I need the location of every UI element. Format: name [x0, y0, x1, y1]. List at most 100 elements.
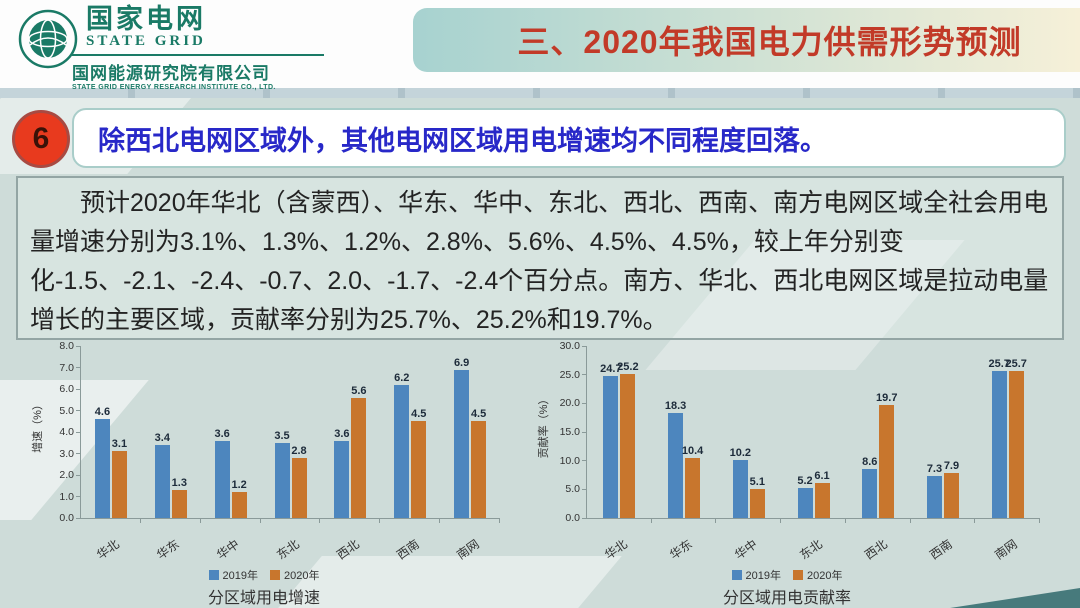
- bar-value-label: 5.1: [749, 475, 765, 488]
- divider-band: [0, 88, 1080, 98]
- y-tick: 25.0: [560, 369, 586, 381]
- bar-value-label: 10.4: [681, 445, 704, 458]
- x-axis-label: 华北: [94, 537, 122, 563]
- y-tick: 0.0: [59, 512, 80, 524]
- y-tick: 30.0: [560, 340, 586, 352]
- bar-group: 24.7 25.2: [587, 346, 652, 523]
- y-axis: 0.0 5.0 10.0 15.0 20.0 25.0 30.0: [550, 340, 586, 524]
- plot-area: 4.6 3.1 3.4 1.3 3.6 1.2 3.5 2.8 3.6 5.6 6.2 4.5 6.9 4…: [80, 346, 500, 523]
- brand-name-en: STATE GRID: [86, 33, 206, 50]
- bar-value-label: 1.2: [231, 479, 247, 492]
- chart-regional-growth: 增速（%） 0.0 1.0 2.0 3.0 4.0 5.0 6.0 7.0 8.0 4.6 3.1…: [28, 340, 500, 608]
- bar-value-label: 18.3: [664, 400, 687, 413]
- chart-area: 增速（%） 0.0 1.0 2.0 3.0 4.0 5.0 6.0 7.0 8.0 4.6 3.1…: [28, 340, 500, 535]
- bar-value-label: 3.1: [111, 438, 128, 451]
- bar-value-label: 6.2: [394, 371, 410, 384]
- stategrid-emblem-icon: [18, 9, 78, 69]
- legend-item: 2019年: [731, 567, 781, 583]
- x-axis-label: 华中: [732, 537, 760, 563]
- bar: [814, 483, 830, 518]
- bar-value-label: 3.6: [214, 427, 230, 440]
- slide-title: 三、2020年我国电力供需形势预测: [517, 24, 1022, 60]
- section-heading: 除西北电网区域外，其他电网区域用电增速均不同程度回落。: [98, 125, 827, 156]
- bar-group: 3.4 1.3: [141, 346, 201, 523]
- x-axis-label: 东北: [797, 537, 825, 563]
- x-axis-label: 东北: [274, 537, 302, 563]
- x-axis-label: 华北: [602, 537, 631, 563]
- bar-value-label: 4.5: [470, 408, 487, 421]
- x-axis-label: 南网: [991, 537, 1020, 563]
- bar: [351, 397, 367, 518]
- bar: [1008, 370, 1024, 518]
- y-tick: 8.0: [59, 340, 80, 352]
- bar: [620, 373, 636, 518]
- y-axis-title: 贡献率（%）: [538, 393, 550, 459]
- bar: [171, 490, 187, 518]
- chart-legend: 2019年 2020年: [534, 567, 1040, 583]
- y-tick: 10.0: [560, 455, 586, 467]
- bar-value-label: 5.2: [797, 475, 813, 488]
- bar-value-label: 6.9: [453, 356, 470, 369]
- bar-value-label: 3.5: [274, 429, 290, 442]
- y-tick: 0.0: [565, 512, 586, 524]
- bar: [454, 369, 470, 518]
- bar: [411, 421, 427, 518]
- bar-group: 3.5 2.8: [261, 346, 321, 523]
- y-tick: 3.0: [59, 448, 80, 460]
- bar: [394, 384, 410, 518]
- bar-value-label: 3.6: [334, 427, 350, 440]
- institute-name-en: STATE GRID ENERGY RESEARCH INSTITUTE CO.…: [72, 84, 276, 92]
- bar: [797, 488, 813, 518]
- chart-caption: 分区域用电贡献率: [722, 590, 851, 607]
- section-heading-box: 除西北电网区域外，其他电网区域用电增速均不同程度回落。: [72, 108, 1066, 168]
- bar-group: 5.2 6.1: [781, 346, 846, 523]
- bar-group: 4.6 3.1: [81, 346, 141, 523]
- bar-value-label: 24.7: [600, 363, 622, 376]
- bar-value-label: 25.7: [1005, 357, 1027, 370]
- x-axis-label: 西南: [394, 537, 422, 563]
- bar-group: 6.9 4.5: [440, 346, 500, 523]
- legend-item: 2020年: [270, 567, 319, 583]
- bar-value-label: 25.7: [988, 357, 1010, 370]
- section-number-badge: 6: [12, 110, 70, 168]
- y-tick: 15.0: [560, 426, 586, 438]
- institute-name-cn: 国网能源研究院有限公司: [72, 64, 270, 84]
- bar: [471, 421, 487, 518]
- charts-row: 增速（%） 0.0 1.0 2.0 3.0 4.0 5.0 6.0 7.0 8.0 4.6 3.1…: [28, 340, 1070, 608]
- bar: [334, 440, 350, 518]
- stategrid-logo: 国家电网 STATE GRID 国网能源研究院有限公司 STATE GRID E…: [18, 5, 324, 91]
- bar-value-label: 19.7: [876, 392, 898, 405]
- bar-value-label: 5.6: [351, 384, 367, 397]
- bar: [214, 440, 230, 518]
- chart-regional-contribution: 贡献率（%） 0.0 5.0 10.0 15.0 20.0 25.0 30.0 24.7 25…: [534, 340, 1040, 608]
- brand-name-cn: 国家电网: [86, 4, 206, 34]
- bar: [668, 413, 684, 518]
- logo-divider: [72, 54, 324, 57]
- y-tick: 2.0: [59, 469, 80, 481]
- bar-value-label: 7.3: [926, 463, 943, 476]
- bar-group: 25.7 25.7: [975, 346, 1040, 523]
- bar: [943, 472, 959, 518]
- chart-legend: 2019年 2020年: [28, 567, 500, 583]
- bar: [732, 459, 748, 518]
- x-axis-label: 华中: [214, 537, 242, 563]
- bar-value-label: 4.5: [411, 408, 427, 421]
- bar: [603, 376, 619, 518]
- y-tick: 5.0: [565, 483, 586, 495]
- bar: [94, 419, 110, 518]
- x-axis-label: 南网: [454, 537, 482, 563]
- x-axis-label: 西北: [862, 537, 890, 563]
- bar-value-label: 6.1: [814, 470, 830, 483]
- bar: [862, 468, 878, 518]
- y-axis-title: 增速（%）: [32, 399, 44, 453]
- bar-value-label: 4.6: [94, 406, 111, 419]
- bar: [274, 442, 290, 518]
- chart-area: 贡献率（%） 0.0 5.0 10.0 15.0 20.0 25.0 30.0 24.7 25…: [534, 340, 1040, 535]
- bar-group: 18.3 10.4: [652, 346, 717, 523]
- bar: [685, 458, 701, 518]
- x-axis-labels: 华北 华东 华中 东北 西北 西南 南网: [586, 535, 1040, 565]
- bar-value-label: 25.2: [617, 360, 639, 373]
- x-axis-labels: 华北 华东 华中 东北 西北 西南 南网: [80, 535, 500, 565]
- bar: [879, 405, 895, 518]
